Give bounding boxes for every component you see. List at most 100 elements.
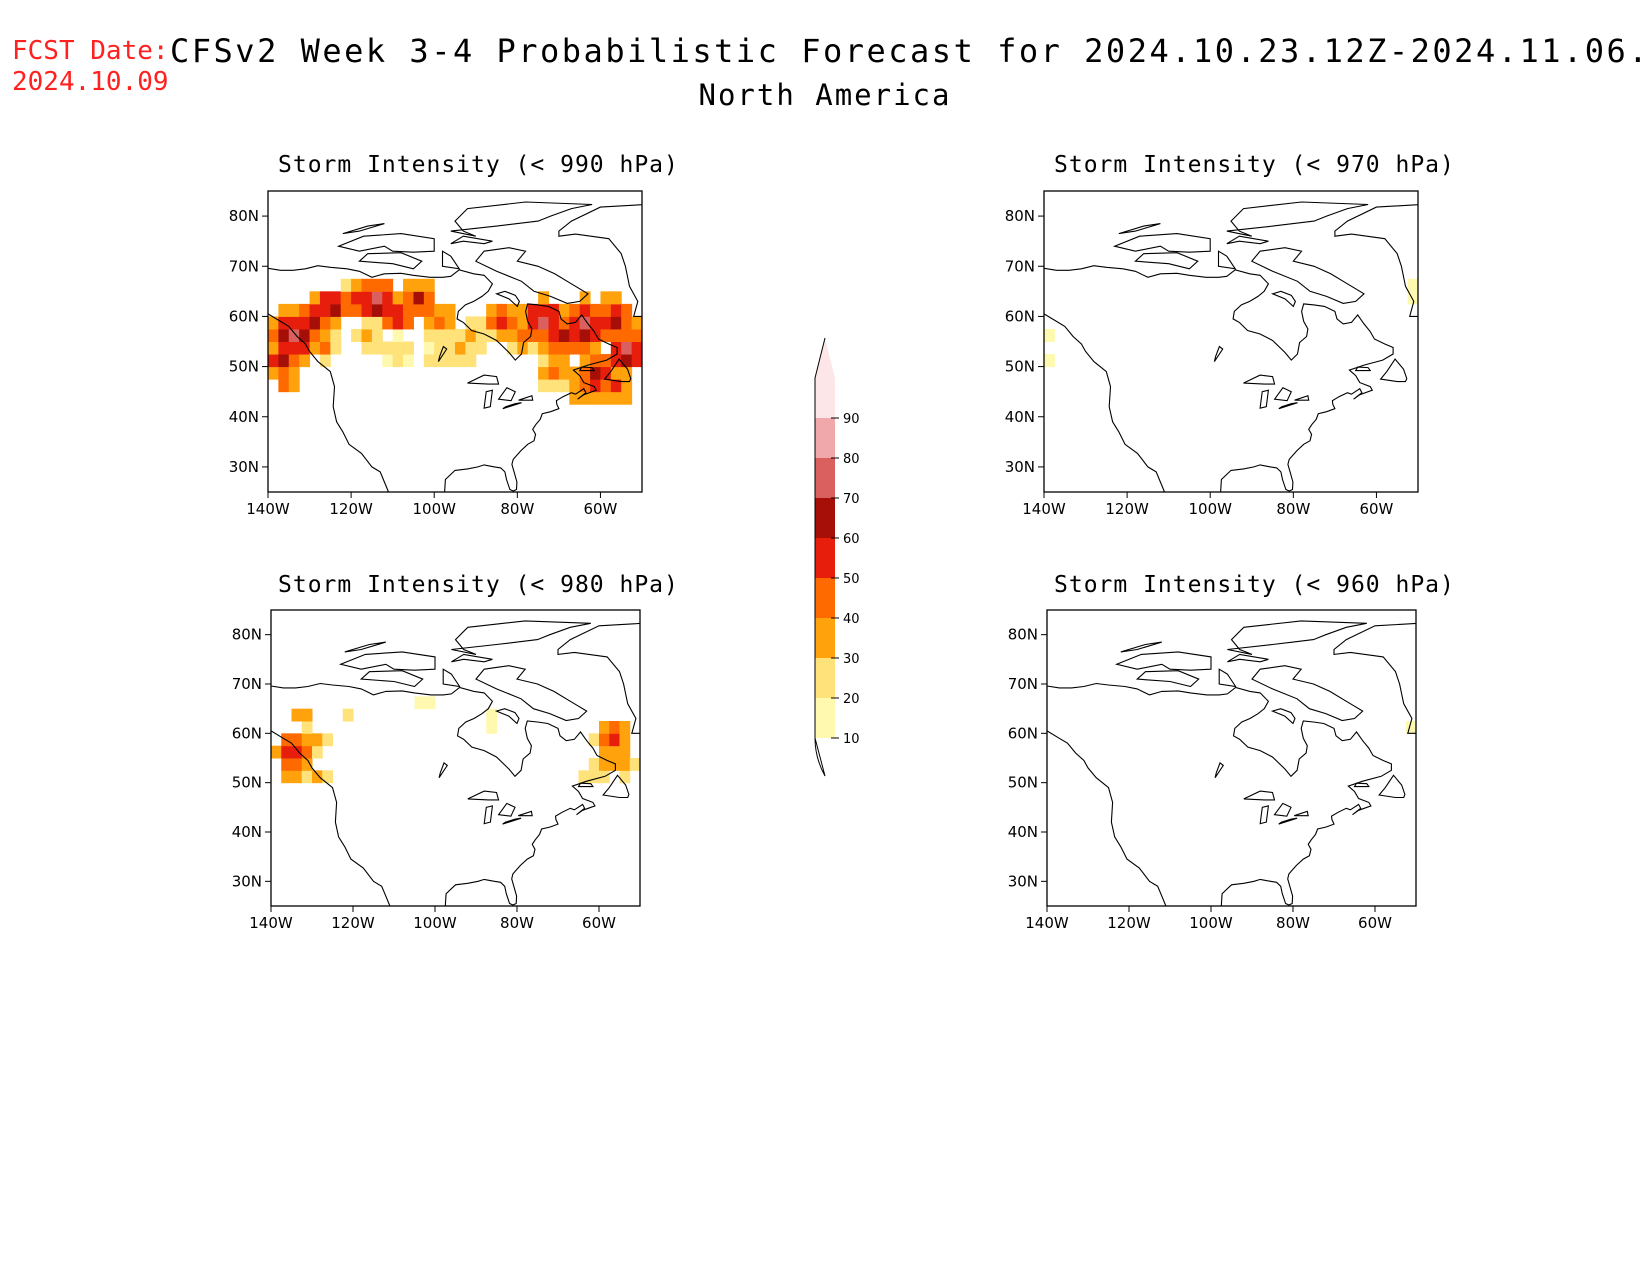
- lon-tick-label: 80W: [500, 914, 534, 932]
- colorbar-label: 50: [843, 572, 860, 587]
- prob-cell: [371, 303, 383, 317]
- island-outline: [494, 290, 521, 308]
- prob-cell: [268, 341, 279, 355]
- island-outline: [442, 668, 461, 688]
- prob-cell: [1407, 291, 1418, 305]
- prob-cell: [413, 291, 425, 305]
- island-outline: [451, 653, 493, 663]
- island-outline: [1379, 358, 1408, 383]
- lat-tick-label: 50N: [1005, 358, 1035, 376]
- lat-tick-label: 60N: [1008, 724, 1038, 742]
- prob-cell: [423, 341, 435, 355]
- map-panel-p980: 80N 70N 60N 50N 40N 30N 140W 120W 100W 80W 60W: [232, 609, 641, 932]
- prob-cell: [288, 354, 300, 368]
- prob-cell: [538, 379, 549, 393]
- colorbar-label: 30: [843, 652, 860, 667]
- lon-tick-label: 60W: [582, 914, 616, 932]
- east-coastline: [271, 682, 616, 906]
- prob-cell: [588, 770, 600, 784]
- island-outline: [1217, 250, 1237, 270]
- prob-cell: [569, 341, 581, 355]
- island-outline: [1270, 290, 1297, 308]
- prob-cell: [301, 733, 313, 747]
- prob-cell: [371, 278, 383, 292]
- probability-field: [1405, 721, 1416, 734]
- prob-cell: [621, 379, 633, 393]
- lake-outline: [1243, 374, 1276, 385]
- prob-cell: [403, 316, 414, 330]
- island-outline: [1218, 668, 1237, 688]
- island-outline: [1227, 653, 1269, 663]
- prob-cell: [610, 316, 622, 330]
- prob-cell: [371, 341, 383, 355]
- colorbar-swatch: [815, 578, 835, 618]
- colorbar-swatch: [815, 378, 835, 418]
- lon-tick-label: 120W: [331, 914, 375, 932]
- prob-cell: [424, 696, 436, 710]
- map-frame: [1046, 609, 1417, 907]
- probability-field: [271, 696, 640, 784]
- island-outline: [441, 250, 461, 270]
- prob-cell: [330, 316, 342, 330]
- prob-cell: [309, 303, 321, 317]
- prob-cell: [590, 341, 601, 355]
- prob-cell: [579, 316, 591, 330]
- prob-cell: [631, 341, 642, 355]
- lake-outline: [1294, 810, 1309, 817]
- island-outline: [358, 252, 423, 270]
- lat-tick-label: 80N: [1005, 207, 1035, 225]
- prob-cell: [558, 354, 570, 368]
- prob-cell: [610, 341, 622, 355]
- prob-cell: [548, 354, 560, 368]
- prob-cell: [621, 316, 633, 330]
- lat-tick-label: 30N: [232, 872, 262, 890]
- prob-cell: [558, 341, 570, 355]
- lon-tick-label: 80W: [1276, 914, 1310, 932]
- prob-cell: [619, 758, 631, 771]
- colorbar-label: 80: [843, 452, 860, 467]
- map-panel-p960: 80N 70N 60N 50N 40N 30N 140W 120W 100W 80W 60W: [1008, 609, 1417, 932]
- coastlines: [271, 620, 640, 906]
- lake-outline: [1273, 387, 1293, 402]
- colorbar-bottom-cap: [814, 737, 826, 777]
- prob-cell: [517, 316, 529, 330]
- prob-cell: [588, 733, 600, 747]
- prob-cell: [590, 303, 601, 317]
- probability-field: [1044, 278, 1418, 368]
- prob-cell: [600, 328, 612, 342]
- lat-tick-label: 50N: [229, 358, 259, 376]
- prob-cell: [268, 366, 279, 380]
- prob-cell: [291, 745, 303, 759]
- colorbar-label: 70: [843, 492, 860, 507]
- forecast-date-value: 2024.10.09: [12, 67, 169, 97]
- lon-tick-label: 100W: [1188, 500, 1232, 518]
- lake-outline: [502, 402, 522, 410]
- island-outline: [1112, 233, 1211, 253]
- island-outline: [602, 774, 630, 799]
- prob-cell: [465, 328, 477, 342]
- prob-cell: [351, 291, 362, 305]
- prob-cell: [392, 328, 404, 342]
- prob-cell: [299, 316, 311, 330]
- island-outline: [1118, 223, 1161, 235]
- prob-cell: [382, 354, 394, 368]
- prob-cell: [281, 758, 292, 771]
- prob-cell: [496, 328, 508, 342]
- prob-cell: [1044, 328, 1055, 342]
- prob-cell: [322, 733, 333, 747]
- prob-cell: [579, 366, 591, 380]
- lon-tick-label: 100W: [1189, 914, 1233, 932]
- prob-cell: [301, 708, 313, 722]
- island-outline: [1120, 641, 1162, 653]
- lat-tick-label: 40N: [229, 408, 259, 426]
- lat-tick-label: 60N: [232, 724, 262, 742]
- map-frame: [267, 190, 643, 493]
- prob-cell: [569, 366, 581, 380]
- prob-cell: [382, 291, 394, 305]
- prob-cell: [288, 303, 300, 317]
- prob-cell: [278, 366, 290, 380]
- lat-tick-label: 60N: [1005, 307, 1035, 325]
- prob-cell: [340, 303, 352, 317]
- prob-cell: [558, 379, 570, 393]
- map-frame: [270, 609, 641, 907]
